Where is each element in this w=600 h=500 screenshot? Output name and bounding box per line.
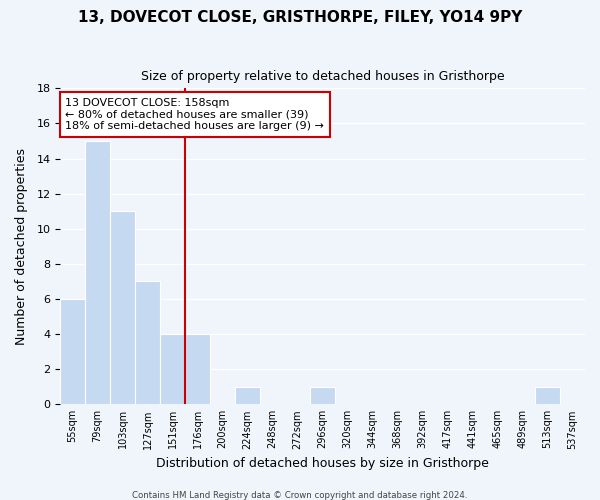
X-axis label: Distribution of detached houses by size in Gristhorpe: Distribution of detached houses by size … bbox=[156, 457, 489, 470]
Bar bbox=[110, 211, 135, 404]
Bar bbox=[235, 387, 260, 404]
Bar bbox=[60, 299, 85, 405]
Bar bbox=[160, 334, 185, 404]
Bar bbox=[310, 387, 335, 404]
Text: 13 DOVECOT CLOSE: 158sqm
← 80% of detached houses are smaller (39)
18% of semi-d: 13 DOVECOT CLOSE: 158sqm ← 80% of detach… bbox=[65, 98, 325, 131]
Title: Size of property relative to detached houses in Gristhorpe: Size of property relative to detached ho… bbox=[141, 70, 505, 83]
Y-axis label: Number of detached properties: Number of detached properties bbox=[15, 148, 28, 345]
Bar bbox=[535, 387, 560, 404]
Bar bbox=[85, 141, 110, 405]
Bar bbox=[135, 282, 160, 405]
Text: Contains HM Land Registry data © Crown copyright and database right 2024.: Contains HM Land Registry data © Crown c… bbox=[132, 490, 468, 500]
Text: 13, DOVECOT CLOSE, GRISTHORPE, FILEY, YO14 9PY: 13, DOVECOT CLOSE, GRISTHORPE, FILEY, YO… bbox=[78, 10, 522, 25]
Bar bbox=[185, 334, 210, 404]
